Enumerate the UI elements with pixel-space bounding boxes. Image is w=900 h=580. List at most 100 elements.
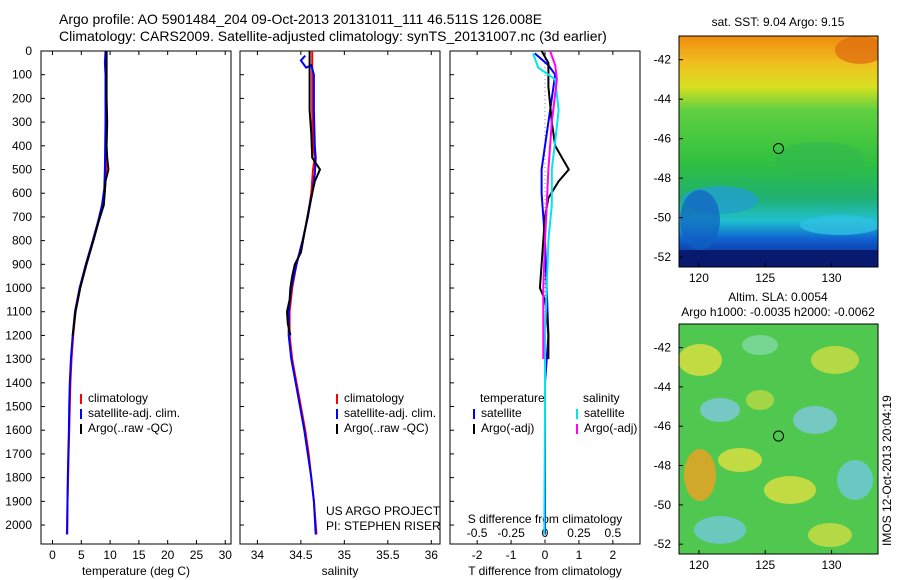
sst-map-argo-marker <box>773 143 784 155</box>
map-y-tick-label: -42 <box>654 341 672 355</box>
y-tick-label: 1900 <box>5 494 32 508</box>
sla-map-feature <box>808 523 852 547</box>
x-tick-label: -1 <box>506 548 517 562</box>
sst-map-panel: sat. SST: 9.04 Argo: 9.15 120 125 130 -42 -4… <box>654 15 879 285</box>
map-x-tick-label: 120 <box>689 558 709 572</box>
x-tick-label: 35 <box>338 548 352 562</box>
map-y-tick-label: -46 <box>654 419 672 433</box>
sla-map-feature <box>837 460 873 500</box>
map-y-tick-label: -48 <box>654 459 672 473</box>
sst-map-feature <box>800 215 878 235</box>
x-tick-label: 34 <box>251 548 265 562</box>
header-title-line2: Climatology: CARS2009. Satellite-adjuste… <box>59 28 607 44</box>
sst-map-title: sat. SST: 9.04 Argo: 9.15 <box>712 15 845 29</box>
map-y-tick-label: -48 <box>654 171 672 185</box>
sla-map-feature <box>718 448 762 472</box>
map-y-tick-label: -50 <box>654 498 672 512</box>
map-y-tick-label: -50 <box>654 211 672 225</box>
series-line-argo-raw-qc- <box>71 51 110 336</box>
sla-map-feature <box>684 449 716 501</box>
y-tick-label: 1800 <box>5 471 32 485</box>
x-tick-label: -2 <box>472 548 483 562</box>
y-tick-label: 100 <box>12 68 32 82</box>
project-annotation: US ARGO PROJECT <box>326 504 441 518</box>
sla-map-feature <box>746 390 774 410</box>
sla-map-frame <box>678 323 879 555</box>
y-tick-label: 900 <box>12 257 32 271</box>
x-tick-label: 10 <box>103 548 117 562</box>
legend-label: satellite <box>584 406 625 420</box>
map-x-tick-label: 120 <box>689 271 709 285</box>
y-tick-label: 1200 <box>5 328 32 342</box>
map-x-tick-label: 130 <box>822 271 842 285</box>
y-tick-label: 1000 <box>5 281 32 295</box>
y-tick-label: 500 <box>12 163 32 177</box>
sla-map-title: Altim. SLA: 0.0054 <box>728 290 828 304</box>
sla-map-panel: Altim. SLA: 0.0054 Argo h1000: -0.0035 h… <box>654 290 879 572</box>
series-line-salinity-argo-adj- <box>542 50 558 360</box>
salinity-panel: 34 34.5 35 35.5 36 salinity climatologysatelli… <box>239 50 441 578</box>
x-tick-label: 1 <box>576 548 583 562</box>
map-y-tick-label: -46 <box>654 132 672 146</box>
x-tick-label: 5 <box>78 548 85 562</box>
series-line-argo-raw-qc- <box>285 51 322 336</box>
y-tick-label: 600 <box>12 186 32 200</box>
y-tick-label: 800 <box>12 234 32 248</box>
legend-label: satellite <box>481 406 522 420</box>
y-tick-label: 1100 <box>6 305 32 319</box>
y-tick-label: 1700 <box>5 447 32 461</box>
top-x-tick-label: -0.25 <box>497 526 525 540</box>
sla-map-feature <box>793 406 837 434</box>
map-y-tick-label: -42 <box>654 53 672 67</box>
project-annotation: PI: STEPHEN RISER <box>326 519 441 533</box>
sla-map-argo-marker <box>773 430 784 442</box>
legend-label: satellite-adj. clim. <box>344 406 436 420</box>
sst-map-frame <box>678 35 879 268</box>
sst-map-feature <box>835 36 878 64</box>
x-tick-label: 34.5 <box>289 548 313 562</box>
x-tick-label: 0 <box>542 548 549 562</box>
temperature-panel: 0 5 10 15 20 25 30 temperature (deg C) 0 100 200 30… <box>5 44 232 578</box>
sst-map-feature <box>680 190 720 250</box>
x-tick-label: 15 <box>132 548 146 562</box>
sla-map-feature <box>742 335 778 355</box>
sla-map-feature <box>694 516 746 544</box>
map-y-tick-label: -52 <box>654 250 672 264</box>
y-tick-label: 0 <box>25 44 32 58</box>
x-axis-label: salinity <box>322 564 359 578</box>
series-line-satellite-adj-clim- <box>287 55 317 535</box>
x-axis-label: temperature (deg C) <box>82 564 190 578</box>
y-tick-label: 1400 <box>5 376 32 390</box>
y-tick-label: 1500 <box>5 400 32 414</box>
plot-frame <box>40 50 232 545</box>
x-axis-label: T difference from climatology <box>468 564 622 578</box>
y-tick-label: 400 <box>12 139 32 153</box>
sla-map-feature <box>700 398 740 422</box>
legend-title-temperature: temperature <box>480 391 545 405</box>
legend-label: Argo(-adj) <box>481 421 534 435</box>
legend-label: Argo(-adj) <box>584 421 637 435</box>
x-tick-label: 20 <box>161 548 175 562</box>
x-tick-label: 2 <box>610 548 617 562</box>
x-tick-label: 36 <box>425 548 439 562</box>
legend-label: climatology <box>88 391 148 405</box>
sla-map-feature <box>764 476 816 504</box>
x-tick-label: 35.5 <box>376 548 400 562</box>
legend-label: climatology <box>344 391 404 405</box>
map-x-tick-label: 125 <box>755 271 775 285</box>
legend-label: Argo(..raw -QC) <box>88 421 173 435</box>
imos-timestamp: IMOS 12-Oct-2013 20:04:19 <box>880 395 894 546</box>
map-y-tick-label: -52 <box>654 537 672 551</box>
map-x-tick-label: 130 <box>822 558 842 572</box>
y-tick-label: 300 <box>12 115 32 129</box>
y-tick-label: 2000 <box>5 518 32 532</box>
legend-title-salinity: salinity <box>583 391 620 405</box>
header-title-line1: Argo profile: AO 5901484_204 09-Oct-2013… <box>59 11 542 27</box>
y-tick-label: 1600 <box>5 423 32 437</box>
x-tick-label: 0 <box>49 548 56 562</box>
series-line-salinity-satellite <box>532 53 560 535</box>
top-x-tick-label: 0.25 <box>567 526 591 540</box>
sla-map-feature <box>679 344 722 376</box>
y-tick-label: 1300 <box>5 352 32 366</box>
